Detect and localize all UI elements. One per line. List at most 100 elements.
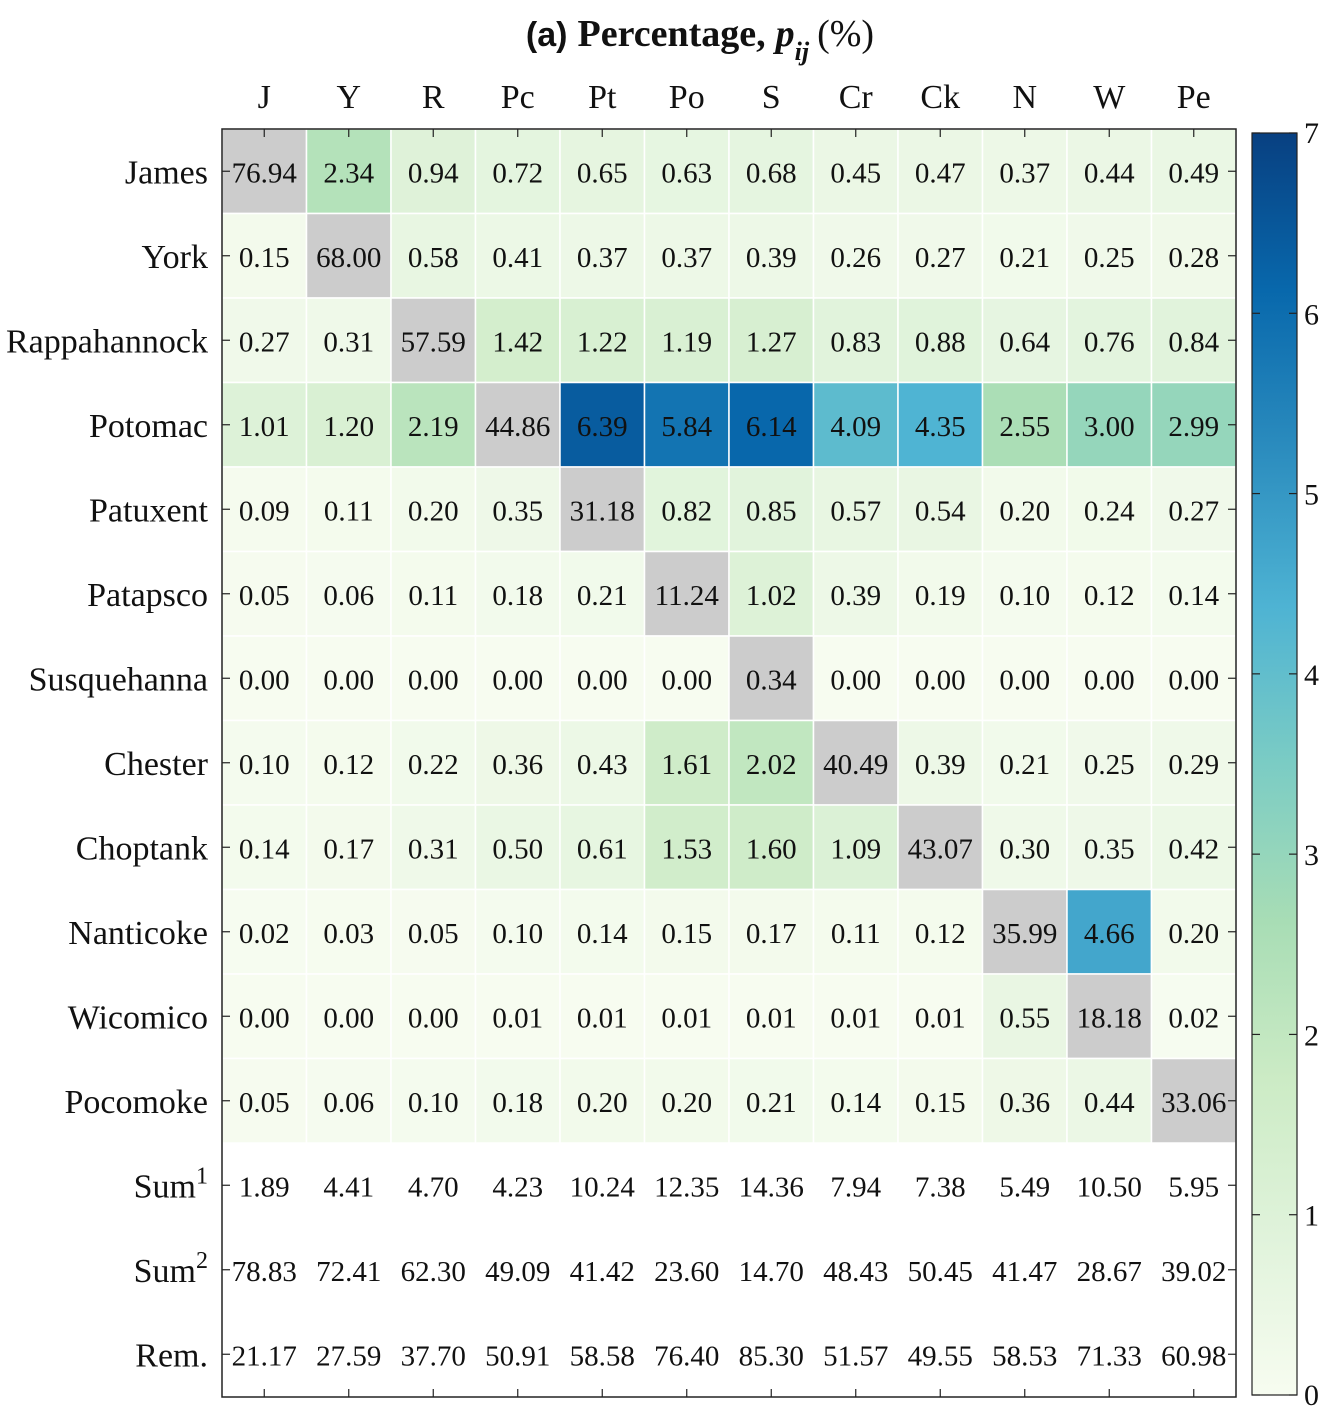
heatmap-cell-diagonal	[643, 550, 730, 637]
heatmap-cell	[812, 212, 899, 299]
heatmap-cell	[1150, 719, 1237, 806]
row-label: Chester	[104, 746, 209, 783]
heatmap-cell	[474, 297, 561, 384]
cell-value: 0.44	[1084, 1087, 1135, 1119]
heatmap-cell	[559, 297, 646, 384]
cell-value: 0.05	[408, 918, 459, 950]
cell-value: 0.00	[239, 664, 290, 696]
cell-value: 4.66	[1084, 918, 1135, 950]
cell-value: 1.22	[577, 326, 628, 358]
cell-value: 0.06	[323, 580, 374, 612]
cell-value: 0.11	[408, 580, 458, 612]
heatmap-cell	[812, 804, 899, 891]
heatmap-cell	[221, 635, 308, 722]
summary-value: 58.53	[992, 1340, 1057, 1372]
row-label-text: James	[125, 154, 208, 191]
cell-value: 0.09	[239, 495, 290, 527]
cell-value: 4.09	[830, 411, 881, 443]
heatmap-cell	[390, 635, 477, 722]
column-label: Y	[336, 79, 361, 116]
cell-value: 0.10	[999, 580, 1050, 612]
colorbar: 0 1 2 3 4 5 6 7	[1251, 117, 1319, 1408]
cell-value: 1.20	[323, 411, 374, 443]
row-label: Patapsco	[87, 577, 208, 614]
cell-value: 0.20	[999, 495, 1050, 527]
heatmap-cell	[221, 719, 308, 806]
cell-value: 0.85	[746, 495, 797, 527]
heatmap-cell	[728, 973, 815, 1060]
cell-value: 0.15	[915, 1087, 966, 1119]
cell-value: 33.06	[1161, 1087, 1226, 1119]
colorbar-ticks: 0 1 2 3 4 5 6 7	[1252, 117, 1319, 1408]
cell-value: 3.00	[1084, 411, 1135, 443]
summary-value: 7.38	[915, 1171, 966, 1203]
row-label-text: York	[142, 239, 208, 276]
heatmap-cell-diagonal	[221, 128, 308, 215]
heatmap-cell	[1066, 888, 1153, 975]
cell-value: 0.57	[830, 495, 881, 527]
summary-value: 37.70	[401, 1340, 466, 1372]
heatmap-cell	[559, 888, 646, 975]
heatmap-cell	[728, 888, 815, 975]
title-panel-label: (a)	[526, 16, 568, 54]
row-label: Susquehanna	[29, 661, 208, 698]
cell-value: 0.37	[577, 242, 628, 274]
heatmap-cell	[728, 212, 815, 299]
heatmap-cell-diagonal	[390, 297, 477, 384]
cell-value: 0.82	[661, 495, 712, 527]
cell-value: 0.12	[915, 918, 966, 950]
cell-value: 0.00	[492, 664, 543, 696]
cell-value: 31.18	[570, 495, 635, 527]
cell-value: 0.27	[239, 326, 290, 358]
summary-value: 41.42	[570, 1256, 635, 1288]
row-label-text: Susquehanna	[29, 661, 208, 698]
heatmap-cell	[981, 550, 1068, 637]
cell-value: 0.19	[915, 580, 966, 612]
cell-value: 0.31	[323, 326, 374, 358]
heatmap-cell-diagonal	[559, 466, 646, 553]
heatmap-cell	[643, 973, 730, 1060]
cell-value: 43.07	[908, 833, 973, 865]
cell-value: 0.00	[239, 1002, 290, 1034]
summary-value: 1.89	[239, 1171, 290, 1203]
heatmap-cell	[643, 381, 730, 468]
cell-value: 0.00	[577, 664, 628, 696]
cell-value: 0.49	[1168, 157, 1219, 189]
summary-value: 72.41	[316, 1256, 381, 1288]
cell-value: 0.02	[239, 918, 290, 950]
cell-value: 0.12	[323, 749, 374, 781]
column-labels: J Y R Pc Pt Po S Cr Ck N W Pe	[258, 79, 1211, 116]
colorbar-tick-label: 0	[1304, 1379, 1319, 1408]
summary-value: 21.17	[232, 1340, 297, 1372]
summary-value: 10.50	[1077, 1171, 1142, 1203]
cell-value: 0.01	[915, 1002, 966, 1034]
heatmap-cell	[1066, 719, 1153, 806]
column-label: Po	[669, 79, 705, 116]
cell-value: 0.18	[492, 580, 543, 612]
row-label: Rappahannock	[6, 323, 208, 360]
row-label-text: Choptank	[76, 830, 208, 867]
cell-value: 6.14	[746, 411, 797, 443]
heatmap-cell-diagonal	[305, 212, 392, 299]
cell-value: 68.00	[316, 242, 381, 274]
cell-value: 0.01	[746, 1002, 797, 1034]
cell-value: 0.18	[492, 1087, 543, 1119]
cell-value: 11.24	[655, 580, 720, 612]
cell-value: 0.41	[492, 242, 543, 274]
cell-value: 2.34	[323, 157, 374, 189]
cell-value: 0.00	[830, 664, 881, 696]
cell-value: 0.14	[239, 833, 290, 865]
heatmap-cell	[1066, 381, 1153, 468]
row-label: Patuxent	[89, 492, 209, 529]
heatmap-cell	[1066, 1057, 1153, 1144]
heatmap-cell	[728, 550, 815, 637]
heatmap-cell	[474, 719, 561, 806]
cell-value: 0.84	[1168, 326, 1219, 358]
cell-value: 0.01	[577, 1002, 628, 1034]
heatmap-cell	[1066, 212, 1153, 299]
cell-value: 0.31	[408, 833, 459, 865]
title-subscript: ij	[795, 37, 810, 66]
heatmap-cell	[221, 973, 308, 1060]
cell-value: 0.17	[323, 833, 374, 865]
heatmap-cell	[897, 381, 984, 468]
